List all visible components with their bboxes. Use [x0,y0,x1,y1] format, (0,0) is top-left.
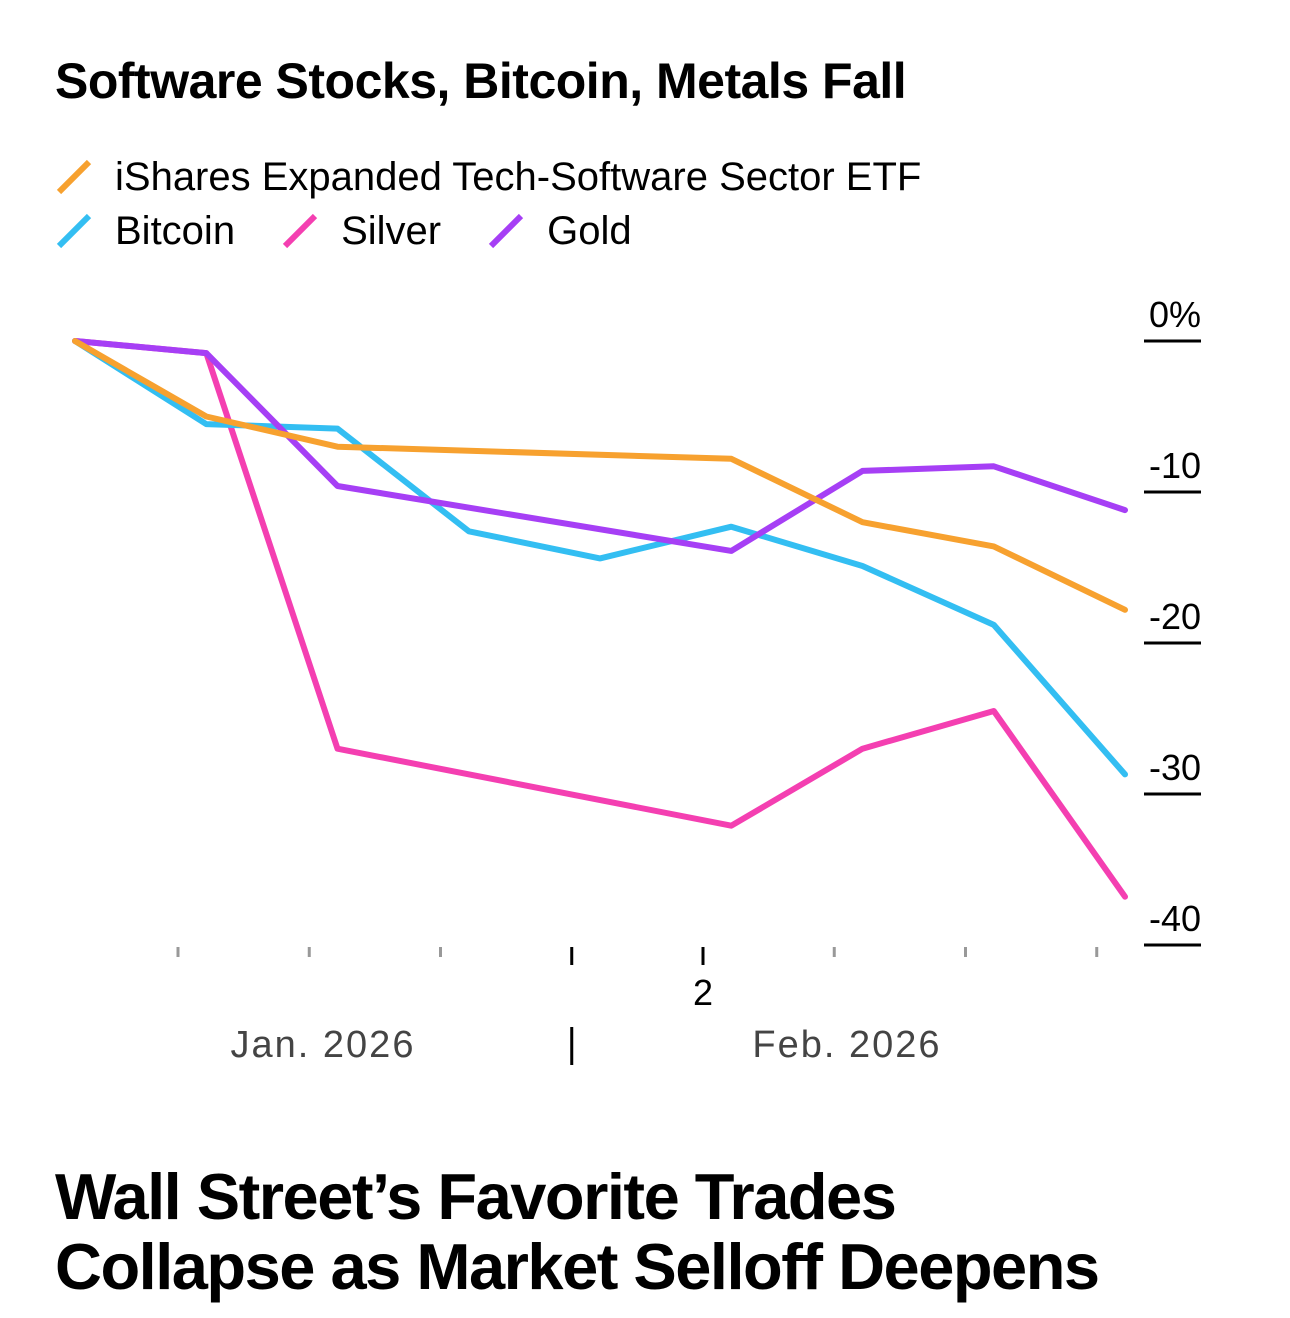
period-label-feb-2026: Feb. 2026 [752,1024,941,1066]
period-label-jan-2026: Jan. 2026 [231,1024,416,1066]
legend-item-silver: Silver [281,204,441,258]
legend-item-bitcoin: Bitcoin [55,204,235,258]
y-tick-label-4: -40 [1149,898,1201,939]
x-tick-label: 2 [693,972,713,1013]
legend-label-software-etf: iShares Expanded Tech-Software Sector ET… [115,155,922,199]
series-line-ishares-expanded-tech-software-sector-etf [72,338,1128,613]
legend-row-2: Bitcoin Silver Gold [55,204,967,258]
legend-label-bitcoin: Bitcoin [115,209,236,253]
y-tick-label-0: 0% [1149,294,1201,335]
legend-item-software-etf: iShares Expanded Tech-Software Sector ET… [55,150,921,204]
legend-label-gold: Gold [547,209,632,253]
legend-item-gold: Gold [487,204,632,258]
headline-line-2: Collapse as Market Selloff Deepens [55,1230,1100,1303]
legend-swatch-silver [282,213,318,249]
chart-title: Software Stocks, Bitcoin, Metals Fall [55,53,907,109]
series-line-bitcoin [72,338,1128,778]
series-line-gold [72,338,1128,554]
y-tick-label-3: -30 [1149,747,1201,788]
x-axis: 2 Jan. 2026 Feb. 2026 [176,947,1099,1066]
headline: Wall Street’s Favorite Trades Collapse a… [55,1160,1100,1303]
headline-line-1: Wall Street’s Favorite Trades [55,1160,897,1233]
legend-swatch-gold [488,213,524,249]
legend-row-1: iShares Expanded Tech-Software Sector ET… [55,150,967,204]
legend-label-silver: Silver [341,209,442,253]
legend-swatch-bitcoin [56,213,92,249]
y-axis: 0% -10 -20 -30 -40 [1144,294,1201,947]
y-tick-label-2: -20 [1149,596,1201,637]
line-chart: 0% -10 -20 -30 -40 2 Jan. 2026 Feb. 2026 [72,294,1201,1066]
y-tick-label-1: -10 [1149,445,1201,486]
legend: iShares Expanded Tech-Software Sector ET… [55,150,967,258]
legend-swatch-software-etf [56,159,92,195]
series-lines [72,338,1128,900]
